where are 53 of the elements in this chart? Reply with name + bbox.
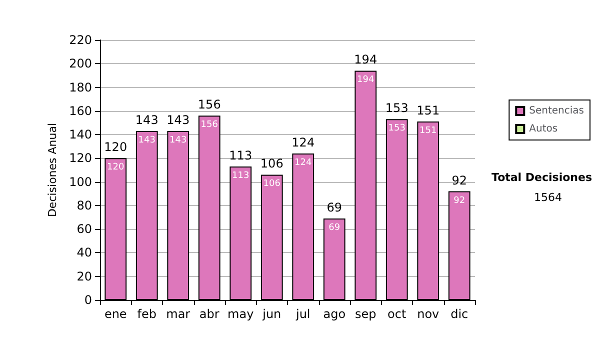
total-label: 124 — [292, 135, 315, 150]
data-label: 120 — [107, 162, 124, 173]
total-label: 143 — [166, 113, 190, 127]
x-tick-label: abr — [199, 307, 220, 321]
total-label: 194 — [354, 52, 378, 67]
legend-label: Sentencias — [529, 106, 584, 116]
y-tick-label: 80 — [76, 198, 92, 212]
x-tick-label: jul — [294, 307, 310, 321]
total-label: 156 — [198, 98, 221, 112]
data-label: 92 — [454, 196, 466, 206]
x-tick-label: oct — [388, 307, 406, 321]
data-label: 69 — [328, 222, 340, 233]
x-tick-label: may — [228, 307, 254, 321]
data-label: 143 — [170, 136, 187, 146]
y-tick-label: 20 — [76, 269, 92, 284]
total-label: 153 — [385, 101, 408, 116]
y-tick-label: 200 — [69, 56, 92, 71]
total-label: 120 — [104, 140, 128, 154]
y-tick-label: 0 — [84, 293, 92, 307]
y-tick-label: 180 — [69, 80, 92, 94]
total-label: 106 — [260, 156, 284, 171]
x-tick-label: jun — [262, 307, 282, 321]
data-label: 151 — [420, 126, 437, 136]
total-label: 151 — [416, 104, 440, 118]
legend-label: Autos — [529, 124, 558, 134]
x-tick-label: mar — [166, 307, 190, 321]
y-tick-label: 120 — [69, 151, 92, 166]
data-label: 143 — [138, 136, 156, 146]
y-axis-title: Decisiones Anual — [46, 122, 60, 218]
x-tick-label: dic — [450, 307, 468, 321]
x-tick-label: ene — [104, 307, 127, 321]
x-tick-label: sep — [354, 307, 376, 321]
x-tick-label: feb — [137, 307, 156, 321]
data-label: 153 — [388, 124, 406, 134]
text: Total Decisiones — [492, 171, 592, 184]
y-tick-label: 220 — [69, 33, 92, 47]
data-label: 194 — [357, 75, 374, 86]
x-tick-label: nov — [417, 307, 440, 321]
y-tick-label: 140 — [69, 128, 92, 142]
data-label: 124 — [294, 158, 312, 168]
total-label: 113 — [229, 148, 252, 162]
data-label: 113 — [232, 170, 250, 181]
text: 1564 — [534, 191, 562, 204]
y-tick-label: 60 — [76, 222, 92, 236]
y-tick-label: 160 — [69, 104, 92, 118]
total-label: 143 — [135, 113, 158, 127]
data-label: 156 — [200, 120, 218, 130]
y-tick-label: 100 — [69, 174, 92, 189]
data-label: 106 — [263, 179, 281, 190]
total-label: 92 — [452, 173, 468, 188]
x-tick-label: ago — [323, 307, 346, 321]
y-tick-label: 40 — [76, 246, 92, 260]
total-label: 69 — [326, 200, 342, 214]
